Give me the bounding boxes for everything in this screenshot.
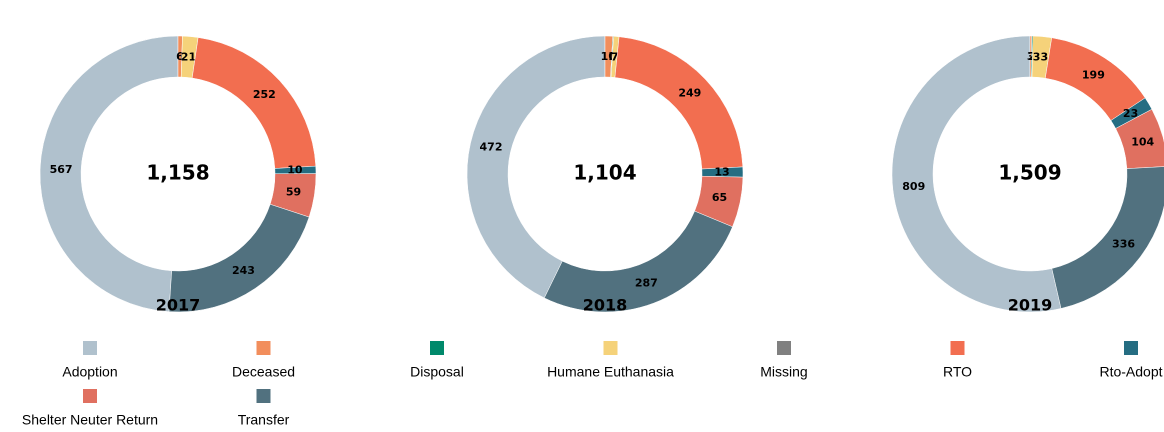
legend-swatch [950, 341, 965, 355]
donut-slice [191, 37, 317, 169]
slice-label: 7 [611, 50, 619, 63]
slice-label: 6 [176, 50, 184, 63]
slice-label: 104 [1131, 136, 1154, 149]
legend-swatch [603, 341, 618, 355]
slice-label: 3 [1027, 50, 1035, 63]
donut-slice [614, 36, 744, 170]
slice-label: 809 [902, 180, 925, 193]
legend-label: Disposal [410, 364, 464, 380]
slice-label: 472 [480, 141, 503, 154]
legend-label: Adoption [62, 364, 117, 380]
slice-label: 13 [714, 165, 729, 178]
chart-title: 2019 [1008, 296, 1053, 315]
legend-label: Shelter Neuter Return [22, 412, 158, 428]
chart-title: 2017 [156, 296, 201, 315]
legend-swatch [83, 341, 97, 355]
slice-label: 249 [678, 86, 701, 99]
donut-slice [39, 35, 179, 312]
slice-label: 21 [181, 50, 196, 63]
center-total: 1,158 [146, 161, 209, 185]
slice-label: 243 [232, 264, 255, 277]
legend-swatch [256, 341, 271, 355]
legend-label: Humane Euthanasia [547, 364, 674, 380]
center-total: 1,509 [998, 161, 1061, 185]
slice-label: 199 [1082, 69, 1105, 82]
slice-label: 1 [608, 50, 616, 63]
slice-label: 252 [253, 88, 276, 101]
legend-label: RTO [943, 364, 972, 380]
slice-label: 567 [50, 163, 73, 176]
legend-label: Rto-Adopt [1099, 364, 1162, 380]
donut-slice [891, 35, 1062, 313]
legend-swatch [83, 389, 97, 403]
center-total: 1,104 [573, 161, 636, 185]
chart-title: 2018 [583, 296, 628, 315]
legend-label: Missing [760, 364, 807, 380]
donut-slice [168, 203, 310, 313]
slice-label: 2 [1028, 50, 1036, 63]
legend-swatch [1124, 341, 1138, 355]
slice-label: 59 [286, 185, 301, 198]
legend-label: Transfer [238, 412, 290, 428]
legend-swatch [430, 341, 444, 355]
legend-swatch [256, 389, 271, 403]
legend-swatch [777, 341, 791, 355]
slice-label: 33 [1033, 50, 1048, 63]
donut-slice [1051, 166, 1164, 309]
donut-slice [543, 210, 733, 313]
slice-label: 65 [712, 191, 727, 204]
slice-label: 287 [635, 276, 658, 289]
slice-label: 336 [1112, 237, 1135, 250]
donut-slice [466, 35, 606, 299]
slice-label: 10 [287, 164, 303, 177]
legend-label: Deceased [232, 364, 295, 380]
slice-label: 23 [1123, 107, 1138, 120]
